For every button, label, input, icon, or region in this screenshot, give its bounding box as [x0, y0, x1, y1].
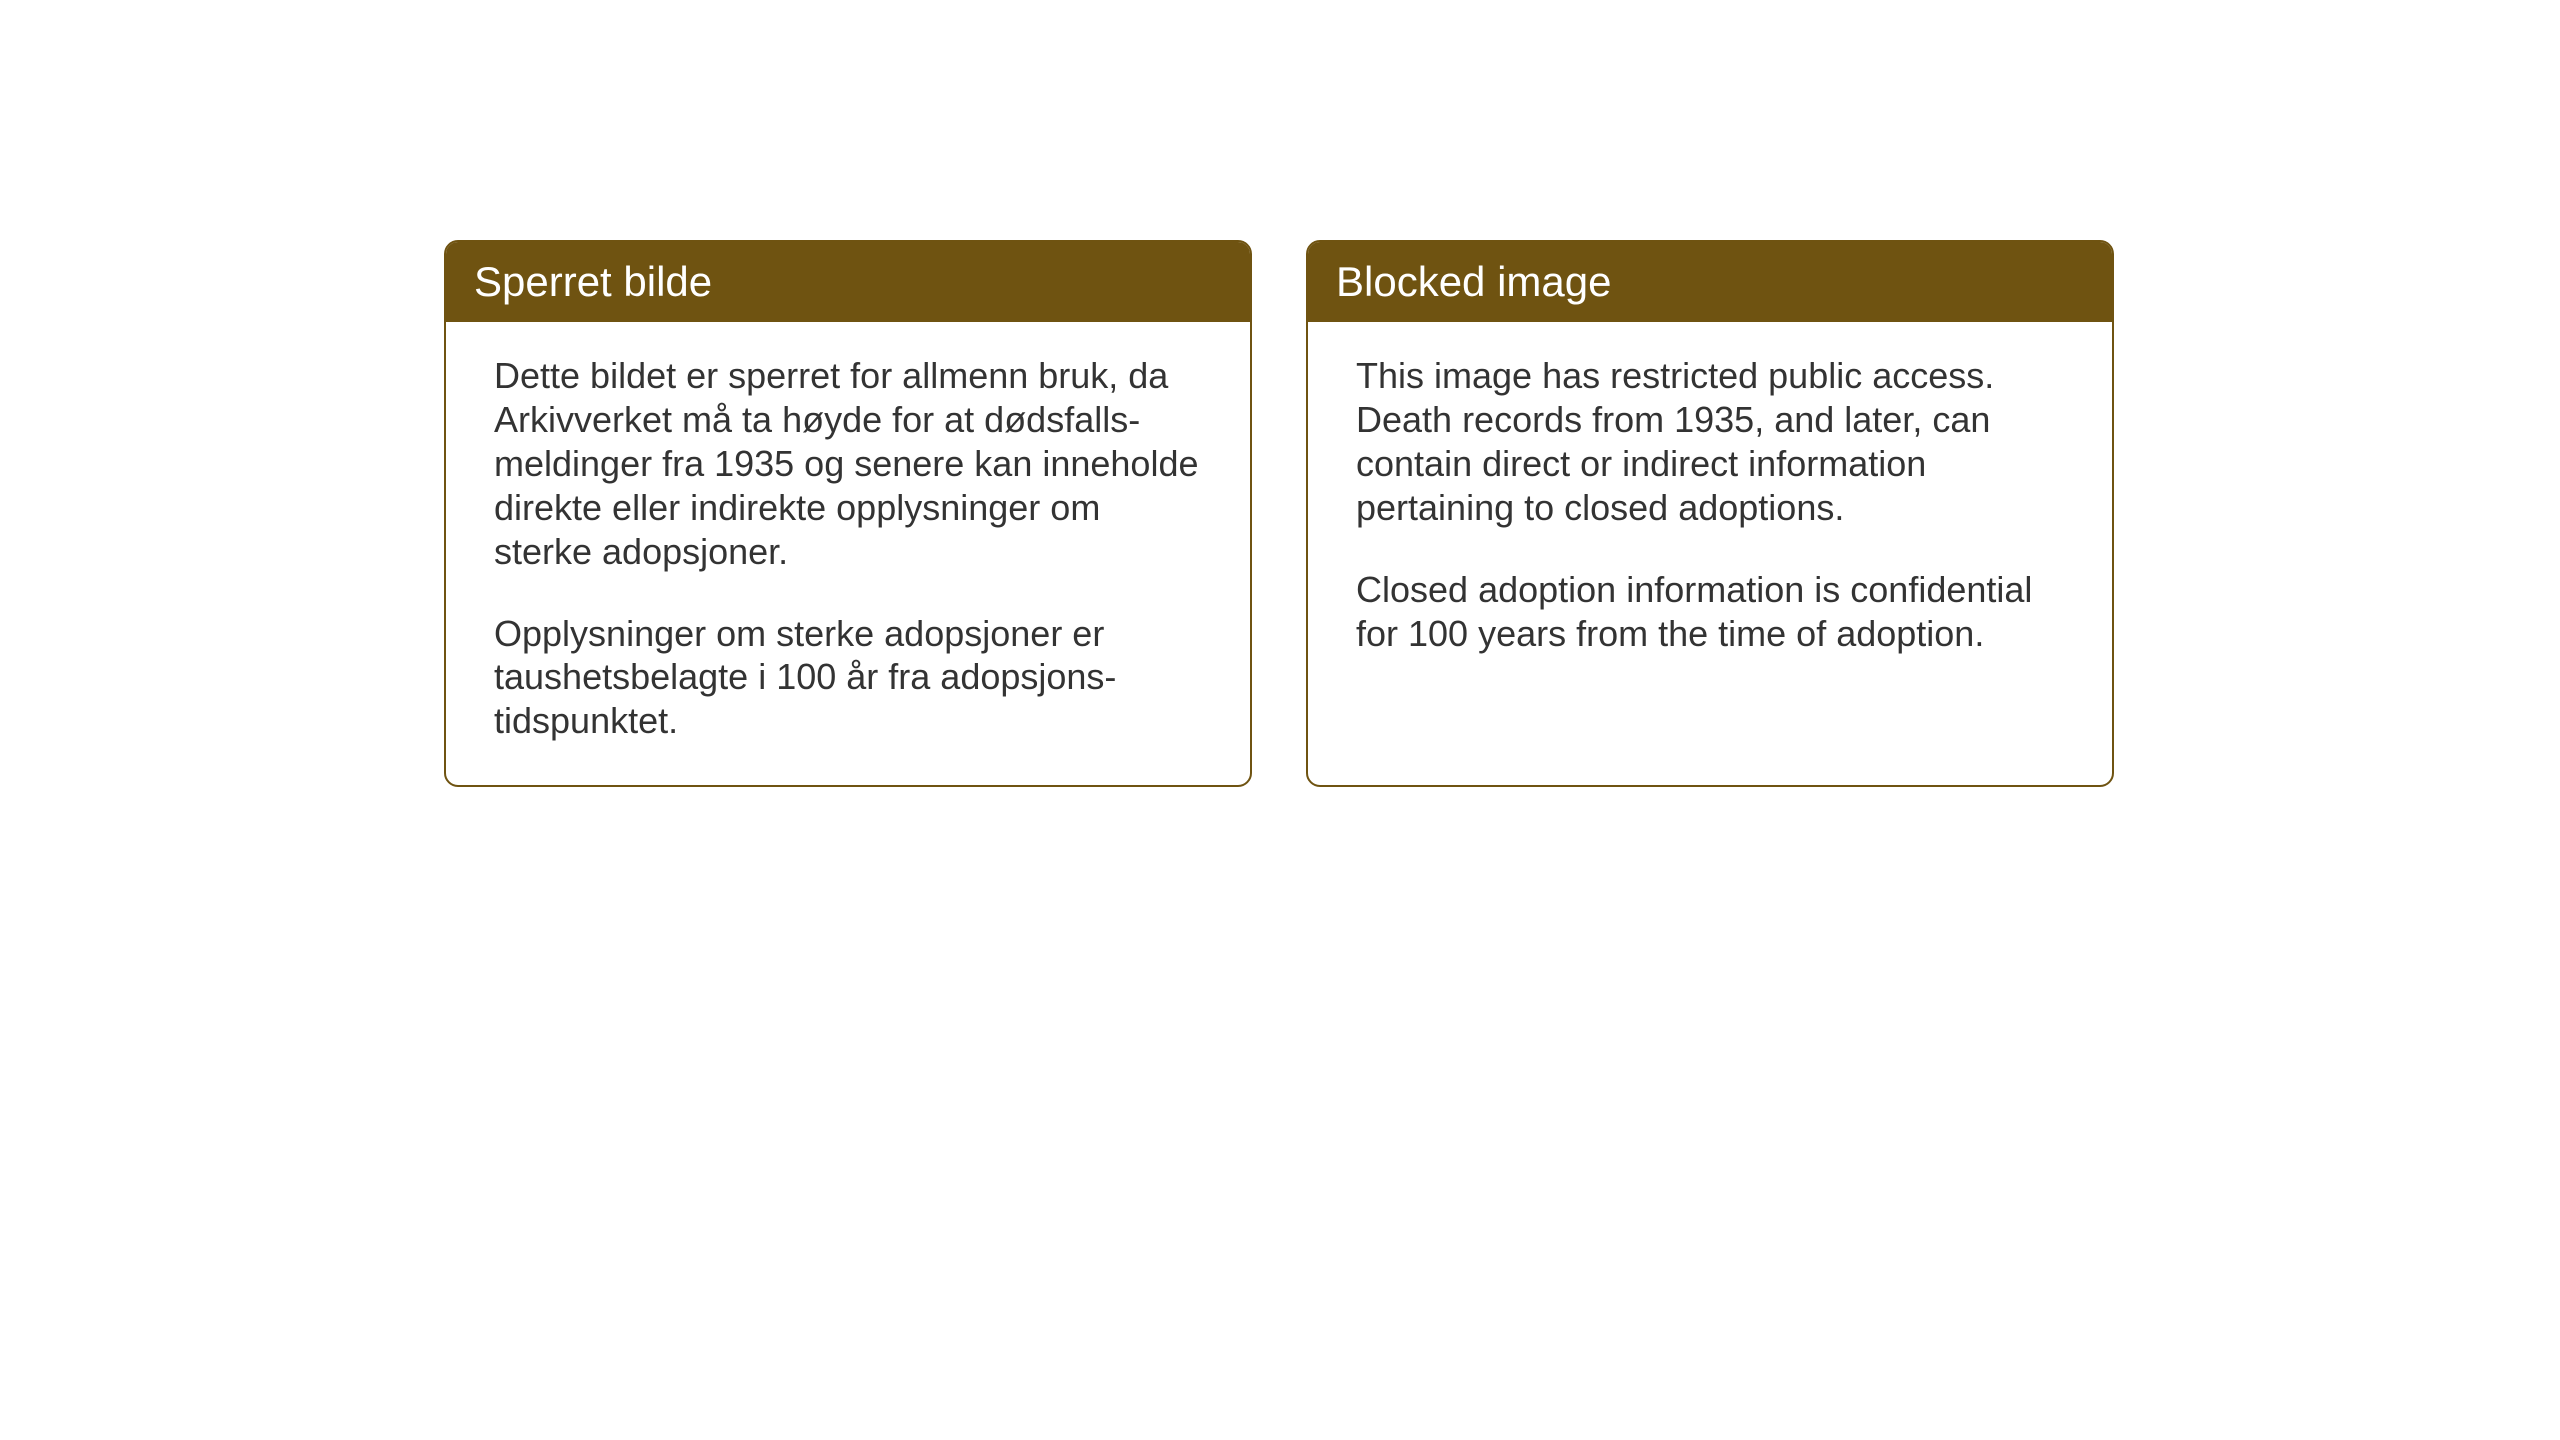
norwegian-card-title: Sperret bilde: [446, 242, 1250, 322]
norwegian-notice-card: Sperret bilde Dette bildet er sperret fo…: [444, 240, 1252, 787]
norwegian-paragraph-1: Dette bildet er sperret for allmenn bruk…: [494, 354, 1202, 574]
notice-container: Sperret bilde Dette bildet er sperret fo…: [444, 240, 2114, 787]
english-paragraph-2: Closed adoption information is confident…: [1356, 568, 2064, 656]
english-card-title: Blocked image: [1308, 242, 2112, 322]
english-notice-card: Blocked image This image has restricted …: [1306, 240, 2114, 787]
norwegian-paragraph-2: Opplysninger om sterke adopsjoner er tau…: [494, 612, 1202, 744]
english-paragraph-1: This image has restricted public access.…: [1356, 354, 2064, 530]
english-card-body: This image has restricted public access.…: [1308, 322, 2112, 697]
norwegian-card-body: Dette bildet er sperret for allmenn bruk…: [446, 322, 1250, 785]
